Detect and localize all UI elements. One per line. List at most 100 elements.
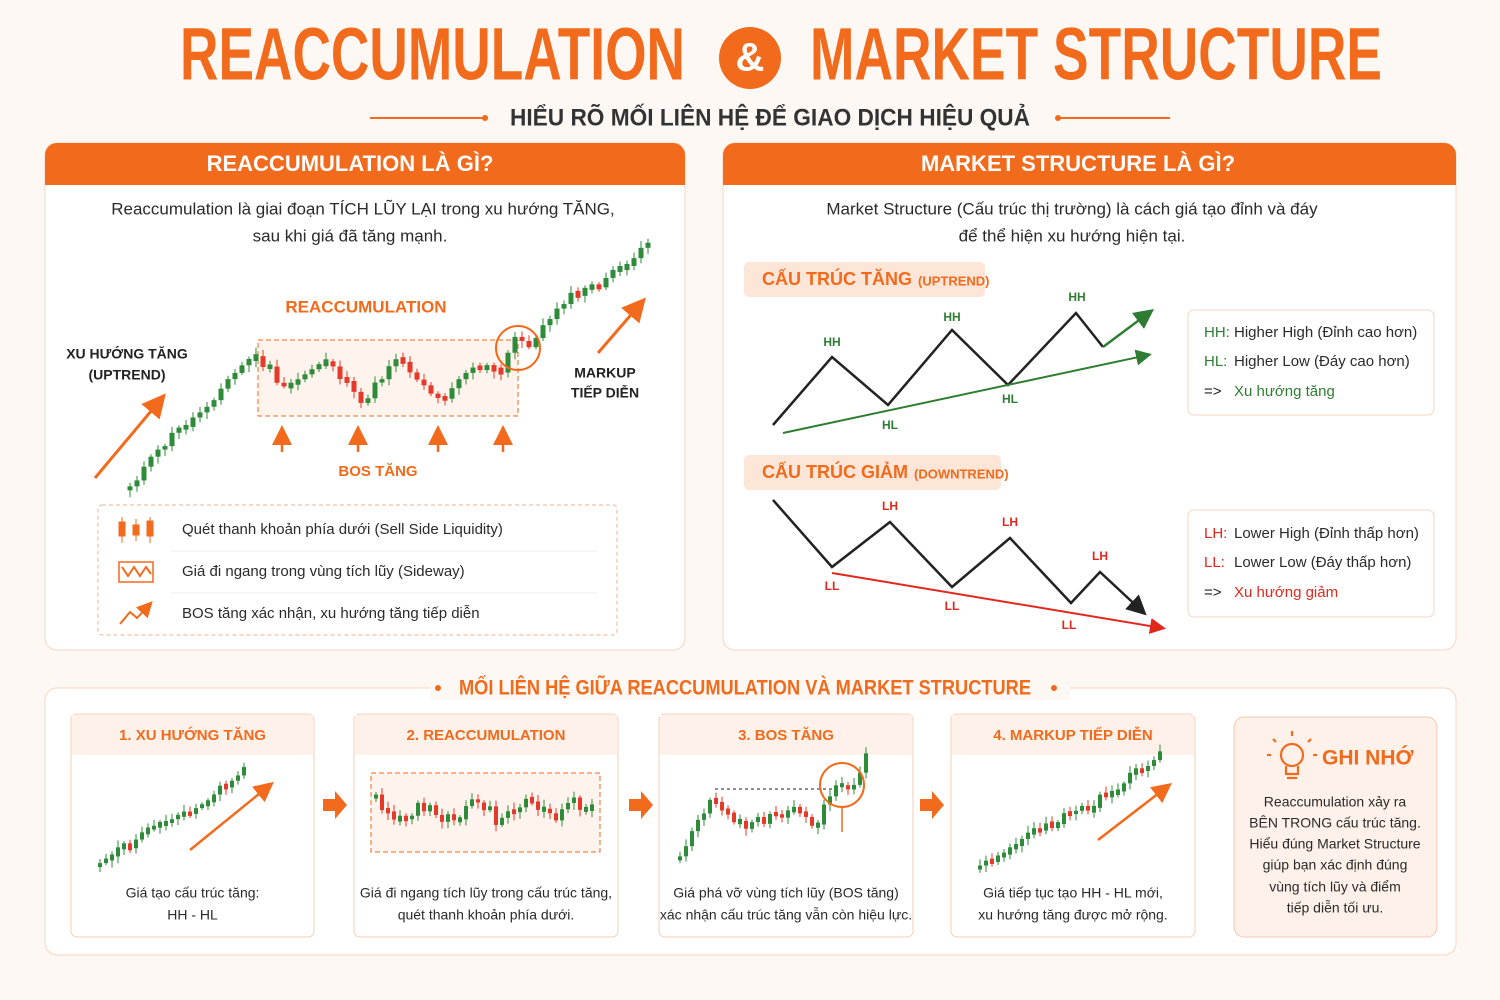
candle-body bbox=[398, 815, 402, 822]
candle-body bbox=[582, 287, 588, 296]
candle-body bbox=[470, 367, 476, 373]
icon-part bbox=[121, 565, 152, 578]
candle-body bbox=[792, 806, 796, 813]
step-caption: xác nhận cấu trúc tăng vẫn còn hiệu lực. bbox=[660, 907, 912, 923]
candle-body bbox=[780, 814, 784, 818]
candle-body bbox=[1002, 852, 1006, 858]
candle-body bbox=[566, 802, 570, 810]
candle-body bbox=[141, 466, 147, 481]
candle-body bbox=[590, 804, 594, 811]
right-description: để thể hiện xu hướng hiện tại. bbox=[959, 226, 1186, 245]
candle-body bbox=[148, 456, 154, 467]
candle-body bbox=[182, 811, 186, 817]
candle-body bbox=[422, 802, 426, 812]
legend-item: Quét thanh khoản phía dưới (Sell Side Li… bbox=[182, 521, 503, 538]
candle-body bbox=[330, 361, 336, 367]
candle-body bbox=[1032, 828, 1036, 835]
candle-body bbox=[211, 400, 217, 407]
candle-body bbox=[449, 388, 455, 399]
candle-body bbox=[505, 352, 511, 373]
candle-body bbox=[116, 847, 120, 857]
structure-legend-key: HL: bbox=[1204, 353, 1227, 370]
candle-body bbox=[295, 379, 301, 385]
candle-body bbox=[584, 806, 588, 812]
candle-body bbox=[274, 366, 280, 383]
candle-body bbox=[1050, 821, 1054, 829]
candle-body bbox=[365, 398, 371, 403]
candle-body bbox=[512, 809, 516, 815]
candle-body bbox=[442, 396, 448, 401]
uptrend-label: XU HƯỚNG TĂNG bbox=[66, 345, 188, 362]
candle-body bbox=[1098, 794, 1102, 808]
candle-body bbox=[840, 783, 844, 788]
candle-body bbox=[1116, 789, 1120, 795]
candle-body bbox=[524, 798, 528, 808]
downtrend-tag-note: (DOWNTREND) bbox=[914, 466, 1009, 481]
candle-body bbox=[1074, 810, 1078, 815]
candle-body bbox=[372, 382, 378, 399]
structure-point-label: HL bbox=[1002, 392, 1018, 406]
arrow bbox=[831, 572, 1166, 634]
candle-body bbox=[750, 822, 754, 829]
step-card bbox=[70, 713, 315, 938]
candle-body bbox=[169, 432, 175, 447]
structure-legend-text: Xu hướng giảm bbox=[1234, 584, 1338, 601]
candle-body bbox=[610, 269, 616, 278]
candle-body bbox=[533, 338, 539, 348]
legend-item: Giá đi ngang trong vùng tích lũy (Sidewa… bbox=[182, 563, 465, 580]
structure-legend-key: => bbox=[1204, 584, 1222, 601]
right-panel-title: MARKET STRUCTURE LÀ GÌ? bbox=[921, 151, 1235, 176]
title-left: REACCUMULATION bbox=[180, 13, 685, 96]
ampersand-badge bbox=[719, 27, 781, 89]
candle-body bbox=[236, 775, 240, 781]
candle-body bbox=[519, 336, 525, 341]
structure-point-label: LL bbox=[1062, 618, 1077, 632]
ampersand: & bbox=[736, 36, 765, 80]
candle-body bbox=[421, 379, 427, 386]
candle-body bbox=[542, 806, 546, 812]
step-title: 1. XU HƯỚNG TĂNG bbox=[119, 726, 266, 744]
candle-body bbox=[344, 377, 350, 383]
candle-body bbox=[164, 820, 168, 826]
step-caption: Giá tiếp tục tạo HH - HL mới, bbox=[983, 885, 1163, 901]
step-caption: Giá phá vỡ vùng tích lũy (BOS tăng) bbox=[673, 885, 899, 901]
candle-body bbox=[1122, 783, 1126, 792]
candle-body bbox=[281, 382, 287, 387]
candle-body bbox=[98, 863, 102, 868]
arrow bbox=[93, 393, 166, 479]
downtrend-tag-text: CẤU TRÚC GIẢM bbox=[762, 461, 908, 482]
title-dot bbox=[435, 685, 441, 691]
uptrend-label: (UPTREND) bbox=[89, 367, 166, 383]
icon-part bbox=[132, 524, 140, 536]
candle-body bbox=[190, 417, 196, 427]
candle-body bbox=[1020, 838, 1024, 847]
candle-body bbox=[407, 361, 413, 373]
range-label: REACCUMULATION bbox=[285, 297, 446, 316]
candle-body bbox=[176, 814, 180, 820]
candle-body bbox=[714, 797, 718, 804]
candle-body bbox=[1152, 760, 1156, 766]
candle-body bbox=[500, 817, 504, 825]
candle-body bbox=[864, 753, 868, 773]
structure-point-label: HL bbox=[882, 418, 898, 432]
candle-body bbox=[393, 359, 399, 367]
candle-body bbox=[816, 822, 820, 828]
candle-body bbox=[1110, 790, 1114, 798]
candle-body bbox=[858, 772, 862, 785]
candle-body bbox=[482, 802, 486, 811]
candle-body bbox=[852, 784, 856, 790]
downtrend-legend-box bbox=[1187, 509, 1435, 618]
candle-body bbox=[804, 811, 808, 817]
candle-body bbox=[104, 858, 108, 864]
candle-body bbox=[246, 358, 252, 366]
candle-body bbox=[554, 813, 558, 821]
candle-body bbox=[1104, 792, 1108, 798]
candle-body bbox=[810, 816, 814, 826]
candle-body bbox=[560, 809, 564, 821]
candle-body bbox=[200, 804, 204, 809]
arrow bbox=[596, 297, 646, 354]
candle-body bbox=[506, 811, 510, 818]
candle-body bbox=[1146, 765, 1150, 772]
